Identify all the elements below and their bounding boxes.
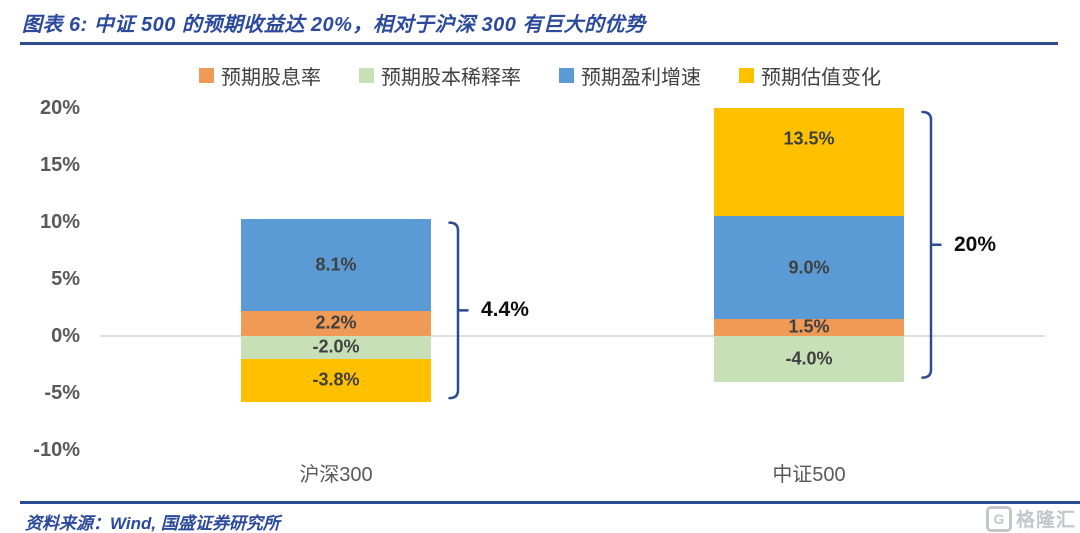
legend-label: 预期估值变化 xyxy=(761,67,881,89)
bar-segment-预期盈利增速 xyxy=(241,218,431,311)
legend-swatch-预期盈利增速 xyxy=(559,68,574,83)
legend-label: 预期盈利增速 xyxy=(581,67,701,89)
x-axis-category: 沪深300 xyxy=(299,464,373,486)
gelonghui-g-icon: G xyxy=(985,505,1012,532)
y-axis-tick: -10% xyxy=(33,439,80,461)
segment-value-label: 9.0% xyxy=(788,257,830,278)
source-note: 资料来源：Wind, 国盛证券研究所 xyxy=(25,514,280,533)
bar-segment-预期股息率 xyxy=(241,310,431,336)
chart-legend: 预期股息率 预期股本稀释率 预期盈利增速 预期估值变化 xyxy=(0,61,1080,90)
legend-item: 预期股息率 xyxy=(199,61,321,90)
total-value-label: 4.4% xyxy=(481,298,529,322)
segment-value-label: -2.0% xyxy=(312,336,360,357)
watermark-text: 格隆汇 xyxy=(1015,510,1076,531)
segment-value-label: 1.5% xyxy=(788,316,830,337)
y-axis-tick: 15% xyxy=(39,154,80,176)
figure-title: 图表 6: 中证 500 的预期收益达 20%，相对于沪深 300 有巨大的优势 xyxy=(22,14,646,36)
bar-segment-预期股本稀释率 xyxy=(241,336,431,359)
total-bracket xyxy=(448,221,469,400)
x-axis-category: 中证500 xyxy=(772,464,846,486)
footer-divider xyxy=(20,501,1080,504)
y-axis-tick: 20% xyxy=(39,97,80,119)
segment-value-label: -4.0% xyxy=(785,348,833,369)
zero-gridline xyxy=(100,335,1045,337)
total-value-label: 20% xyxy=(954,232,997,256)
legend-label: 预期股本稀释率 xyxy=(381,67,521,89)
legend-item: 预期股本稀释率 xyxy=(359,61,521,90)
legend-swatch-预期估值变化 xyxy=(739,68,754,83)
gelonghui-logo: G 格隆汇 xyxy=(985,505,1076,532)
legend-swatch-预期股本稀释率 xyxy=(359,68,374,83)
segment-value-label: -3.8% xyxy=(312,369,360,390)
y-axis-tick: 10% xyxy=(39,211,80,233)
segment-value-label: 13.5% xyxy=(783,128,835,149)
legend-swatch-预期股息率 xyxy=(199,68,214,83)
y-axis-tick: -5% xyxy=(44,382,80,404)
bar-segment-预期股本稀释率 xyxy=(714,336,904,382)
total-bracket xyxy=(921,110,942,379)
legend-label: 预期股息率 xyxy=(221,67,321,89)
legend-item: 预期估值变化 xyxy=(739,61,881,90)
y-axis-tick: 5% xyxy=(51,268,80,290)
y-axis-tick: 0% xyxy=(51,325,80,347)
bar-segment-预期估值变化 xyxy=(241,358,431,403)
legend-item: 预期盈利增速 xyxy=(559,61,701,90)
bar-segment-预期股息率 xyxy=(714,318,904,336)
segment-value-label: 2.2% xyxy=(315,312,357,333)
segment-value-label: 8.1% xyxy=(315,254,357,275)
bar-segment-预期盈利增速 xyxy=(714,216,904,319)
title-divider xyxy=(20,42,1058,45)
bar-segment-预期估值变化 xyxy=(714,108,904,217)
